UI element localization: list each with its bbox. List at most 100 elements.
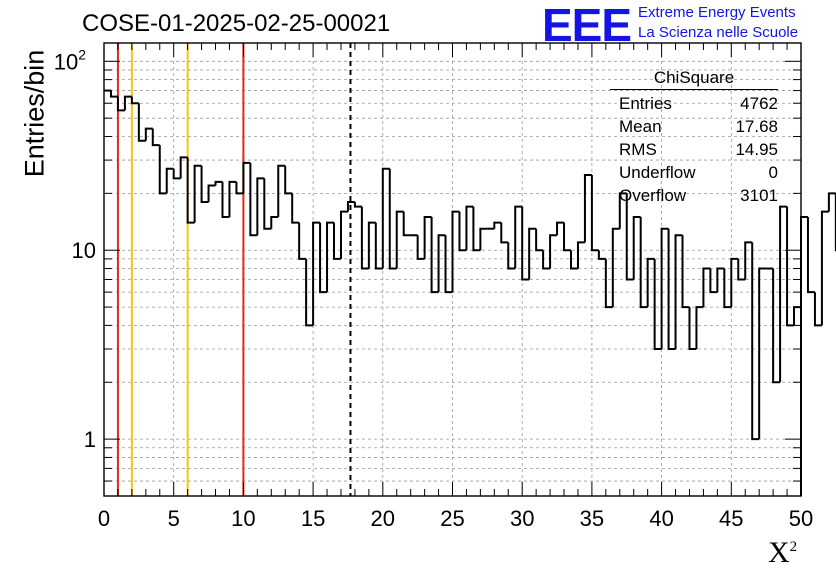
x-tick-label: 15 (301, 506, 325, 531)
histogram-bin (820, 210, 829, 326)
histogram-bin (242, 161, 251, 194)
histogram-bin (528, 227, 537, 280)
histogram-bin (681, 235, 690, 309)
logo-line-1: Extreme Energy Events (638, 4, 796, 21)
x-axis-ticks: 0 5 10 15 20 25 30 35 40 45 50 (98, 43, 813, 531)
histogram-bin (786, 206, 795, 327)
histogram-bin (374, 222, 383, 270)
histogram-bin (346, 200, 355, 212)
histogram-bin (179, 156, 188, 179)
histogram-bin (144, 127, 153, 141)
stats-box: ChiSquare Entries 4762 Mean 17.68 RMS 14.95… (610, 68, 778, 207)
histogram-bin (130, 96, 139, 105)
histogram-bin (353, 201, 362, 208)
histogram-bin (590, 175, 599, 252)
histogram-bin (116, 96, 125, 112)
histogram-bin (109, 90, 118, 98)
histogram-bin (674, 234, 683, 349)
histogram-bin (123, 95, 132, 111)
histogram-bin (158, 145, 167, 195)
histogram-bin (277, 164, 286, 217)
logo-line-2: La Scienza nelle Scuole (638, 24, 799, 41)
histogram-bin (625, 193, 634, 281)
histogram-bin (800, 215, 808, 308)
histogram-bin (151, 128, 160, 147)
histogram-bin (549, 234, 558, 269)
histogram-bin (451, 210, 460, 293)
y-tick-label: 1 (84, 427, 96, 452)
histogram-bin (381, 167, 390, 269)
eee-logo: EEE (542, 0, 632, 51)
stats-box-title: ChiSquare (610, 68, 778, 90)
x-tick-label: 50 (789, 506, 813, 531)
stats-row-rms: RMS 14.95 (619, 140, 778, 159)
histogram-bin (193, 164, 202, 223)
histogram-bin (597, 250, 606, 260)
histogram-bin (758, 267, 767, 440)
histogram-bin (514, 205, 523, 269)
histogram-bin (228, 180, 237, 217)
histogram-bin (430, 216, 439, 294)
histogram-bin (298, 222, 307, 260)
stats-row-entries: Entries 4762 (619, 94, 778, 113)
histogram-bin (751, 242, 760, 441)
histogram-bin (793, 306, 801, 326)
histogram-bin (172, 168, 181, 180)
histogram-bin (542, 250, 551, 270)
histogram-bin (772, 268, 781, 384)
histogram-bin (291, 193, 300, 224)
histogram-bin (319, 222, 328, 294)
histogram-bin (333, 222, 341, 260)
grid-lines (104, 43, 801, 496)
histogram-bin (339, 210, 348, 259)
histogram-bin (618, 192, 627, 229)
histogram-bin (305, 258, 314, 327)
histogram-bin (653, 258, 662, 350)
histogram-bin (737, 258, 746, 281)
histogram-bin (813, 292, 822, 327)
histogram-bin (360, 206, 369, 270)
histogram-bin (604, 258, 613, 309)
y-axis-label: Entries/bin (19, 49, 50, 178)
histogram-bin (716, 267, 725, 293)
histogram-bin (695, 306, 704, 349)
histogram-bin (611, 227, 620, 308)
y-tick-exponent: 2 (78, 46, 86, 62)
histogram-bin (395, 210, 404, 269)
x-tick-label: 45 (719, 506, 743, 531)
histogram-bin (207, 184, 216, 202)
histogram-bin (500, 222, 509, 244)
histogram-bin (465, 205, 474, 251)
histogram-bin (779, 205, 788, 383)
histogram-bin (165, 167, 174, 194)
histogram-bin (472, 206, 481, 252)
y-axis-ticks: 1 10 102 (54, 46, 801, 482)
histogram-bin (639, 216, 648, 309)
histogram-bin (270, 215, 279, 229)
y-tick-label: 10 (72, 238, 96, 263)
histogram-bin (646, 257, 655, 308)
x-tick-label: 35 (580, 506, 604, 531)
histogram-bin (493, 221, 502, 229)
histogram-bin (535, 228, 544, 252)
histogram-bin (576, 241, 585, 269)
stats-row-mean: Mean 17.68 (619, 117, 778, 136)
histogram-bin (709, 268, 718, 294)
histogram-bin (200, 165, 209, 203)
histogram-bin (214, 180, 223, 186)
x-axis-label: X2 (768, 536, 798, 569)
histogram-bin (827, 192, 836, 212)
histogram-bin (423, 215, 432, 259)
histogram-bin (723, 268, 732, 309)
x-tick-label: 20 (371, 506, 395, 531)
histogram-bin (458, 211, 467, 252)
histogram-bin (367, 221, 376, 269)
histogram-bin (632, 215, 641, 280)
histogram-bin (688, 307, 697, 350)
histogram-bin (563, 222, 571, 252)
histogram-bin (583, 174, 592, 243)
histogram-bin (284, 165, 293, 195)
histogram-bin (507, 242, 516, 270)
histogram-bin (660, 227, 669, 349)
